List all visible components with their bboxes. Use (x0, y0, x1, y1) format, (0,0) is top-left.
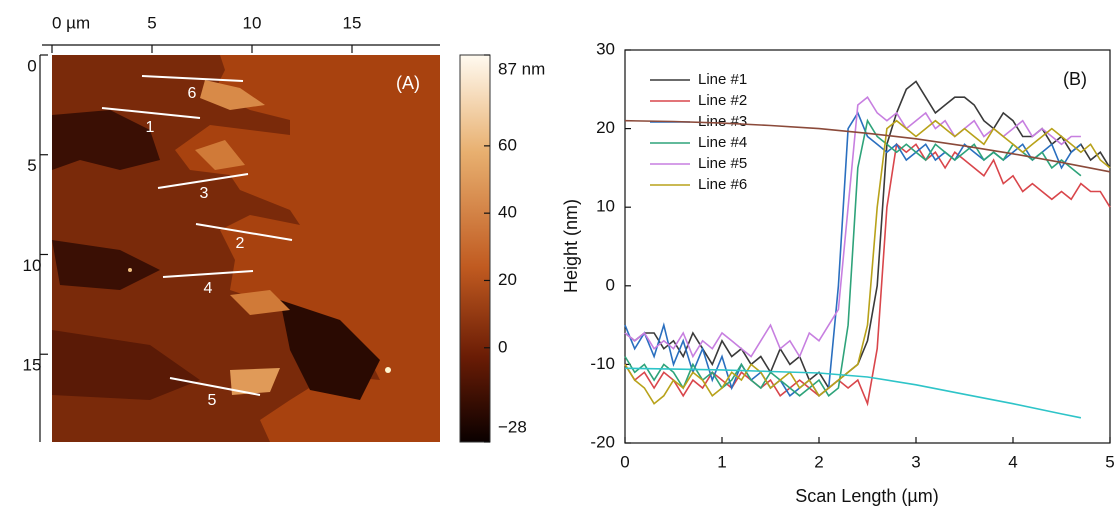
afm-image (52, 55, 440, 442)
colorbar-tick-label: −28 (498, 417, 527, 436)
profile-label: 2 (236, 235, 245, 252)
colorbar-tick-label: 0 (498, 337, 507, 356)
profile-label: 5 (208, 392, 217, 409)
x-tick-label: 0 (620, 452, 629, 471)
bright-patch (230, 290, 290, 315)
series-line (624, 119, 1111, 405)
x-tick-label: 4 (1008, 452, 1017, 471)
profile-label: 4 (204, 280, 213, 297)
colorbar (459, 54, 491, 443)
series-line (624, 119, 1111, 173)
profile-line (169, 377, 261, 396)
legend-label: Line #3 (698, 113, 747, 130)
dark-patch (52, 110, 160, 170)
plot-frame (624, 49, 1111, 444)
x-tick-label: 5 (147, 13, 156, 32)
y-tick-label: 20 (596, 118, 615, 137)
y-tick-label: 0 (606, 275, 615, 294)
particle (128, 268, 132, 272)
series-line (624, 118, 1082, 397)
legend-label: Line #1 (698, 71, 747, 88)
bright-patch (230, 368, 280, 395)
series-line (624, 142, 1111, 407)
legend-label: Line #4 (698, 134, 747, 151)
y-tick-label: -20 (590, 432, 615, 451)
y-tick-label: 10 (596, 197, 615, 216)
x-axis-label: Scan Length (µm) (795, 486, 938, 506)
bright-patch (195, 140, 245, 170)
y-tick-label: 15 (23, 356, 42, 375)
x-tick-label: 0 µm (52, 13, 90, 32)
colorbar-tick-label: 60 (498, 135, 517, 154)
series-line (624, 96, 1081, 359)
legend-label: Line #5 (698, 155, 747, 172)
profile-label: 3 (200, 185, 209, 202)
profile-line (141, 75, 244, 82)
profile-label: 1 (146, 119, 155, 136)
dark-patch (280, 300, 380, 400)
series-line (624, 367, 1082, 419)
colorbar-tick-label: 87 nm (498, 59, 545, 78)
x-tick-label: 15 (343, 13, 362, 32)
panel-label: (A) (396, 73, 420, 93)
profile-line (162, 270, 254, 278)
x-tick-label: 2 (814, 452, 823, 471)
dark-patch (52, 330, 200, 400)
x-tick-label: 1 (717, 452, 726, 471)
y-tick-label: 0 (27, 56, 36, 75)
profile-line (195, 223, 293, 241)
y-axis-label: Height (nm) (561, 199, 581, 293)
legend-label: Line #2 (698, 92, 747, 109)
y-tick-label: 5 (27, 156, 36, 175)
colorbar-tick-label: 40 (498, 203, 517, 222)
particle (385, 367, 391, 373)
y-tick-label: 30 (596, 39, 615, 58)
series-line (624, 80, 1111, 390)
colorbar-tick-label: 20 (498, 270, 517, 289)
panel-label: (B) (1063, 69, 1087, 89)
x-tick-label: 5 (1105, 452, 1114, 471)
dark-patch (52, 240, 160, 290)
legend-label: Line #6 (698, 176, 747, 193)
profile-line (157, 173, 249, 189)
x-tick-label: 10 (243, 13, 262, 32)
x-tick-label: 3 (911, 452, 920, 471)
profile-label: 6 (188, 85, 197, 102)
profile-line (101, 107, 201, 119)
y-tick-label: 10 (23, 256, 42, 275)
y-tick-label: -10 (590, 354, 615, 373)
bright-patch (200, 80, 265, 110)
